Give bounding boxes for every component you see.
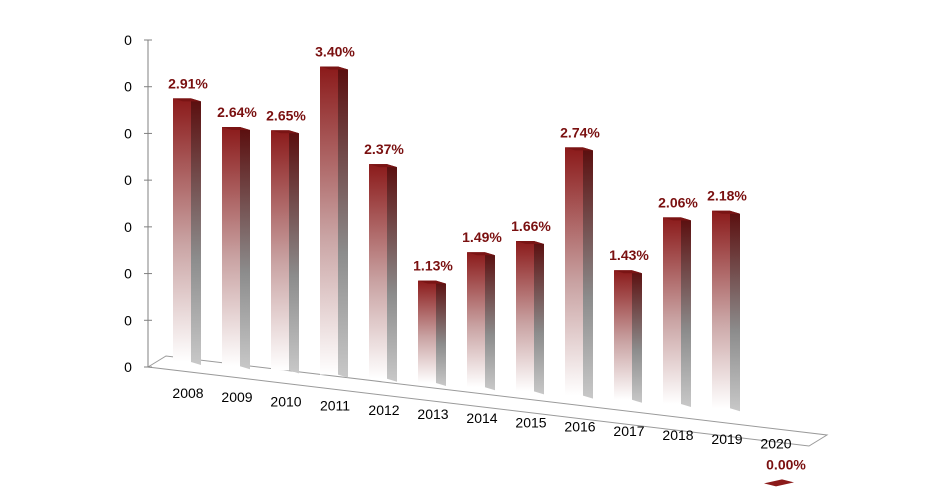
y-tick-label: 0	[124, 312, 132, 328]
data-label: 1.49%	[462, 229, 502, 245]
bar-front	[712, 210, 730, 409]
bar-2013	[418, 280, 446, 386]
x-tick-label: 2019	[711, 431, 742, 447]
x-tick-label: 2018	[662, 427, 693, 443]
bar-top	[712, 210, 740, 214]
bar-side	[191, 98, 201, 365]
bar-side	[289, 130, 299, 374]
bar-front	[369, 164, 387, 379]
x-tick-label: 2017	[613, 423, 644, 439]
bar-front	[663, 217, 681, 404]
bar-front	[467, 252, 485, 388]
bar-2012	[369, 164, 397, 382]
bar-top	[614, 270, 642, 274]
x-tick-label: 2016	[564, 419, 595, 435]
bar-top	[467, 252, 495, 256]
bar-top	[369, 164, 397, 168]
y-tick-label: 0	[124, 266, 132, 282]
bar-side	[338, 66, 348, 378]
x-tick-label: 2009	[221, 389, 252, 405]
data-label: 2.91%	[168, 75, 208, 91]
bar-2008	[173, 98, 201, 365]
bar-side	[681, 217, 691, 407]
bar-2015	[516, 241, 544, 395]
x-tick-label: 2015	[515, 414, 546, 430]
bar-top	[663, 217, 691, 221]
data-label: 2.65%	[266, 107, 306, 123]
x-tick-label: 2008	[172, 385, 203, 401]
bar-2019	[712, 210, 740, 412]
bar-top	[418, 280, 446, 284]
bar-2018	[663, 217, 691, 407]
bar-2016	[565, 147, 593, 399]
bar-top	[271, 130, 299, 134]
bar-front	[418, 280, 436, 383]
bar-top	[320, 66, 348, 70]
x-tick-label: 2010	[270, 393, 301, 409]
bar-top	[173, 98, 201, 102]
data-label: 1.43%	[609, 247, 649, 263]
bar-front	[516, 241, 534, 392]
bar-top	[565, 147, 593, 151]
y-tick-label: 0	[124, 79, 132, 95]
x-tick-label: 2013	[417, 406, 448, 422]
y-tick-label: 0	[124, 125, 132, 141]
bar-2020	[764, 479, 794, 487]
bar-front	[320, 66, 338, 375]
bar-front	[614, 270, 632, 400]
bar-front	[565, 147, 583, 396]
data-label: 2.64%	[217, 104, 257, 120]
x-axis-ticks: 2008 2009 2010 2011 2012 2013 2014 2015 2016 2017…	[172, 385, 791, 451]
data-label: 3.40%	[315, 44, 355, 60]
x-tick-label: 2014	[466, 410, 497, 426]
bar-2010	[271, 130, 299, 374]
bar-front	[271, 130, 289, 371]
data-label: 2.37%	[364, 141, 404, 157]
bar-side	[730, 210, 740, 412]
bars: 2.91% 2.64% 2.65% 3.40% 2.37% 1.13% 1.49% 1.66%…	[168, 44, 806, 487]
bar-side	[583, 147, 593, 399]
x-tick-label: 2020	[760, 435, 791, 451]
y-tick-label: 0	[124, 172, 132, 188]
bar-2017	[614, 270, 642, 403]
bar-top	[222, 127, 250, 131]
bar-front	[173, 98, 191, 362]
data-label: 2.18%	[707, 188, 747, 204]
data-label: 2.06%	[658, 194, 698, 210]
bar-side	[436, 280, 446, 386]
bar-top	[516, 241, 544, 245]
y-tick-label: 0	[124, 359, 132, 375]
bar-2009	[222, 127, 250, 370]
bar-side	[485, 252, 495, 391]
data-label: 2.74%	[560, 124, 600, 140]
x-tick-label: 2012	[368, 402, 399, 418]
bar-2011	[320, 66, 348, 378]
bar-front	[222, 127, 240, 367]
floor-plane	[146, 355, 829, 447]
bar-2014	[467, 252, 495, 391]
data-label: 1.66%	[511, 218, 551, 234]
data-label: 0.00%	[766, 456, 806, 472]
bar-side	[632, 270, 642, 403]
bar-side	[534, 241, 544, 395]
chart-axes	[146, 40, 829, 447]
y-tick-label: 0	[124, 32, 132, 48]
data-label: 1.13%	[413, 258, 453, 274]
bar-side	[387, 164, 397, 382]
x-tick-label: 2011	[320, 398, 350, 414]
bar-side	[240, 127, 250, 370]
y-axis-ticks: 0 0 0 0 0 0 0 0	[124, 32, 152, 375]
y-tick-label: 0	[124, 219, 132, 235]
bar-top	[764, 479, 794, 487]
